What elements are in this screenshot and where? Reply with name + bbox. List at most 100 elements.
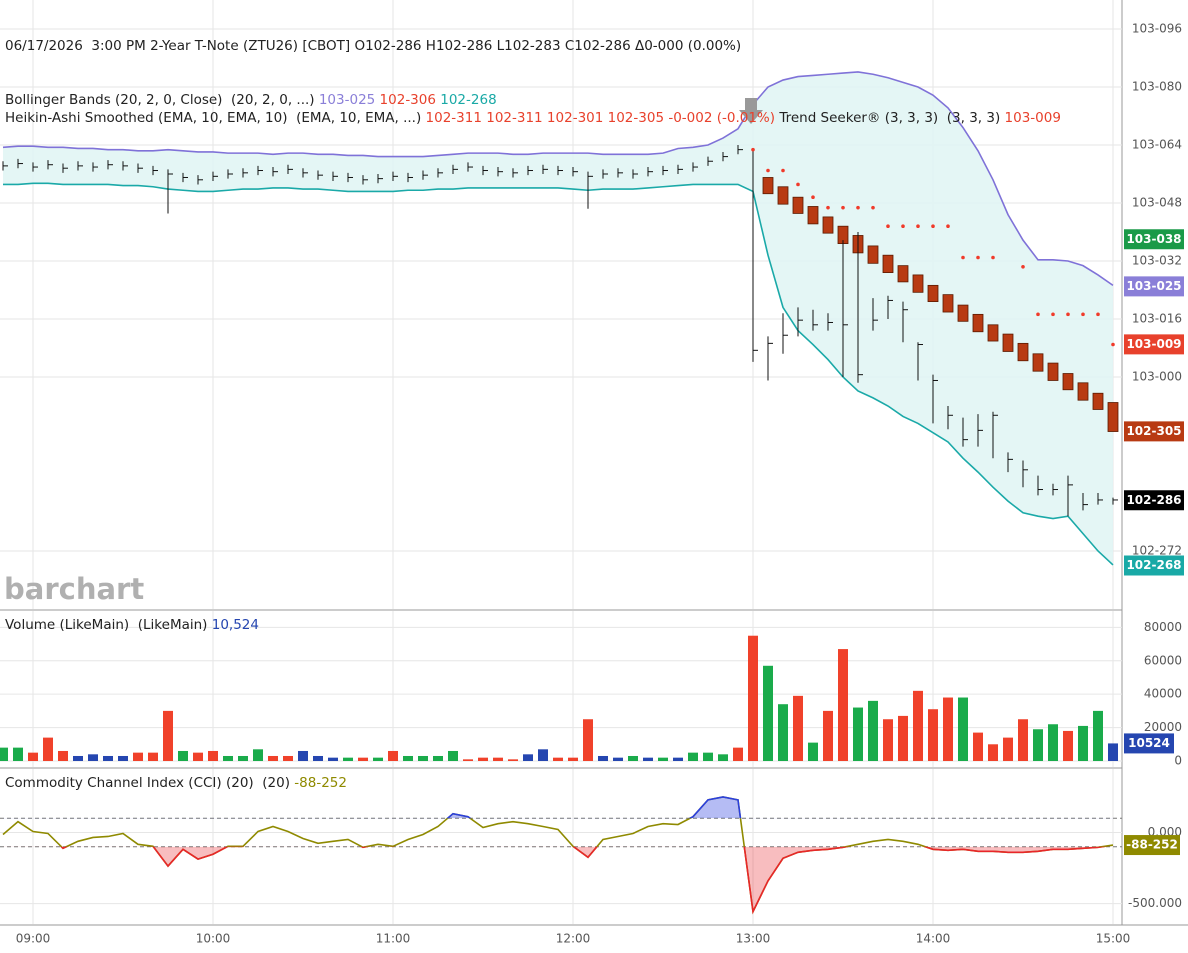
heikin-ashi-candle [1002,333,1014,352]
legend-text: Bollinger Bands (20, 2, 0, Close) (20, 2… [5,92,315,108]
heikin-ashi-candle [957,304,969,322]
volume-bar [538,749,548,761]
legend-text: 103-009 [1004,110,1061,126]
heikin-ashi-candle [942,294,954,313]
volume-bar [1078,725,1088,761]
volume-bar [58,750,68,761]
volume-bar [988,744,998,761]
x-tick-label: 11:00 [376,932,411,946]
legend-text: Trend Seeker® (3, 3, 3) (3, 3, 3) [779,110,1001,126]
title-value: -88-252 [294,775,347,791]
price-legend: 06/17/2026 3:00 PM 2-Year T-Note (ZTU26)… [5,1,1065,145]
price-label: 103-025 [1126,279,1181,293]
legend-line: Heikin-Ashi Smoothed (EMA, 10, EMA, 10) … [5,109,1065,127]
volume-bar [103,755,113,761]
volume-bar [823,710,833,761]
volume-bar [208,750,218,761]
trend-seeker-dot [886,224,890,228]
volume-bar [808,742,818,761]
volume-bar [163,710,173,761]
price-label-box [1124,276,1184,297]
volume-bar [463,759,473,761]
volume-bar [13,747,23,761]
trend-seeker-dot [1036,312,1040,317]
trend-seeker-dot [1066,312,1070,317]
y-tick-label: 40000 [1144,687,1182,701]
trend-seeker-dot [751,147,755,152]
volume-bar [523,754,533,761]
volume-bar [73,755,83,761]
trend-seeker-dot [946,224,950,228]
title: Commodity Channel Index (CCI) (20) (20) [5,775,290,791]
volume-bar [1048,724,1058,761]
volume-bar [1003,737,1013,761]
volume-bar [853,707,863,761]
volume-bar [133,752,143,761]
heikin-ashi-candle [972,313,984,333]
y-tick-label: 103-032 [1132,254,1182,268]
volume-legend: Volume (LikeMain) (LikeMain) 10,524 [5,616,259,634]
heikin-ashi-candle [807,206,819,225]
volume-bar [253,749,263,761]
heikin-ashi-candle [792,196,804,214]
legend-text: 102-311 102-311 102-301 102-305 -0-002 (… [425,110,776,126]
heikin-ashi-candle [1047,362,1059,381]
price-label-box [1124,555,1184,576]
trend-seeker-dot [841,205,845,210]
price-label: 102-305 [1126,424,1181,438]
last-label: -88-252 [1126,838,1178,852]
volume-bar [1108,743,1118,761]
signal-arrow [739,98,763,124]
volume-bar [373,757,383,761]
volume-bar [943,697,953,761]
heikin-ashi-candle [1092,392,1104,410]
legend-text: Heikin-Ashi Smoothed (EMA, 10, EMA, 10) … [5,110,422,126]
x-tick-label: 12:00 [556,932,591,946]
volume-bar [298,750,308,761]
trend-seeker-dot [1021,265,1025,269]
cci-below-fill [3,846,1113,912]
volume-bar [583,719,593,761]
volume-bar [868,700,878,761]
volume-bar [703,752,713,761]
trend-seeker-dot [991,255,995,260]
heikin-ashi-candle [912,274,924,293]
volume-bar [928,709,938,761]
volume-bar [118,755,128,761]
volume-bar [763,665,773,761]
indicator-legend: Bollinger Bands (20, 2, 0, Close) (20, 2… [5,91,1065,127]
price-label: 102-286 [1126,493,1181,507]
heikin-ashi-candle [1062,373,1074,391]
legend-text: 103-025 [318,92,376,108]
volume-bar [388,750,398,761]
volume-bar [283,755,293,761]
heikin-ashi-candle [777,186,789,205]
bollinger-lower [3,182,1114,566]
trend-seeker-dot [976,255,980,260]
volume-bar [328,757,338,761]
volume-bar [43,737,53,761]
volume-bar [0,747,8,761]
volume-bar [358,757,368,761]
trend-seeker-dot [961,255,965,260]
price-label-box [1124,421,1184,442]
y-tick-label: -500.000 [1128,896,1182,910]
volume-bar [838,649,848,761]
y-tick-label: 103-016 [1132,312,1182,326]
y-tick-label: 103-000 [1132,370,1182,384]
volume-bar [268,755,278,761]
volume-bar [1063,730,1073,761]
volume-bar [913,690,923,761]
last-label-box [1124,835,1180,856]
heikin-ashi-candle [867,245,879,264]
heikin-ashi-candle [1107,402,1119,432]
volume-bar [313,755,323,761]
volume-bar [508,759,518,761]
volume-bar [478,757,488,761]
volume-bar [418,755,428,761]
title: 06/17/2026 3:00 PM 2-Year T-Note (ZTU26)… [5,38,742,54]
volume-bar [223,755,233,761]
volume-bar [28,752,38,761]
x-tick-label: 13:00 [736,932,771,946]
